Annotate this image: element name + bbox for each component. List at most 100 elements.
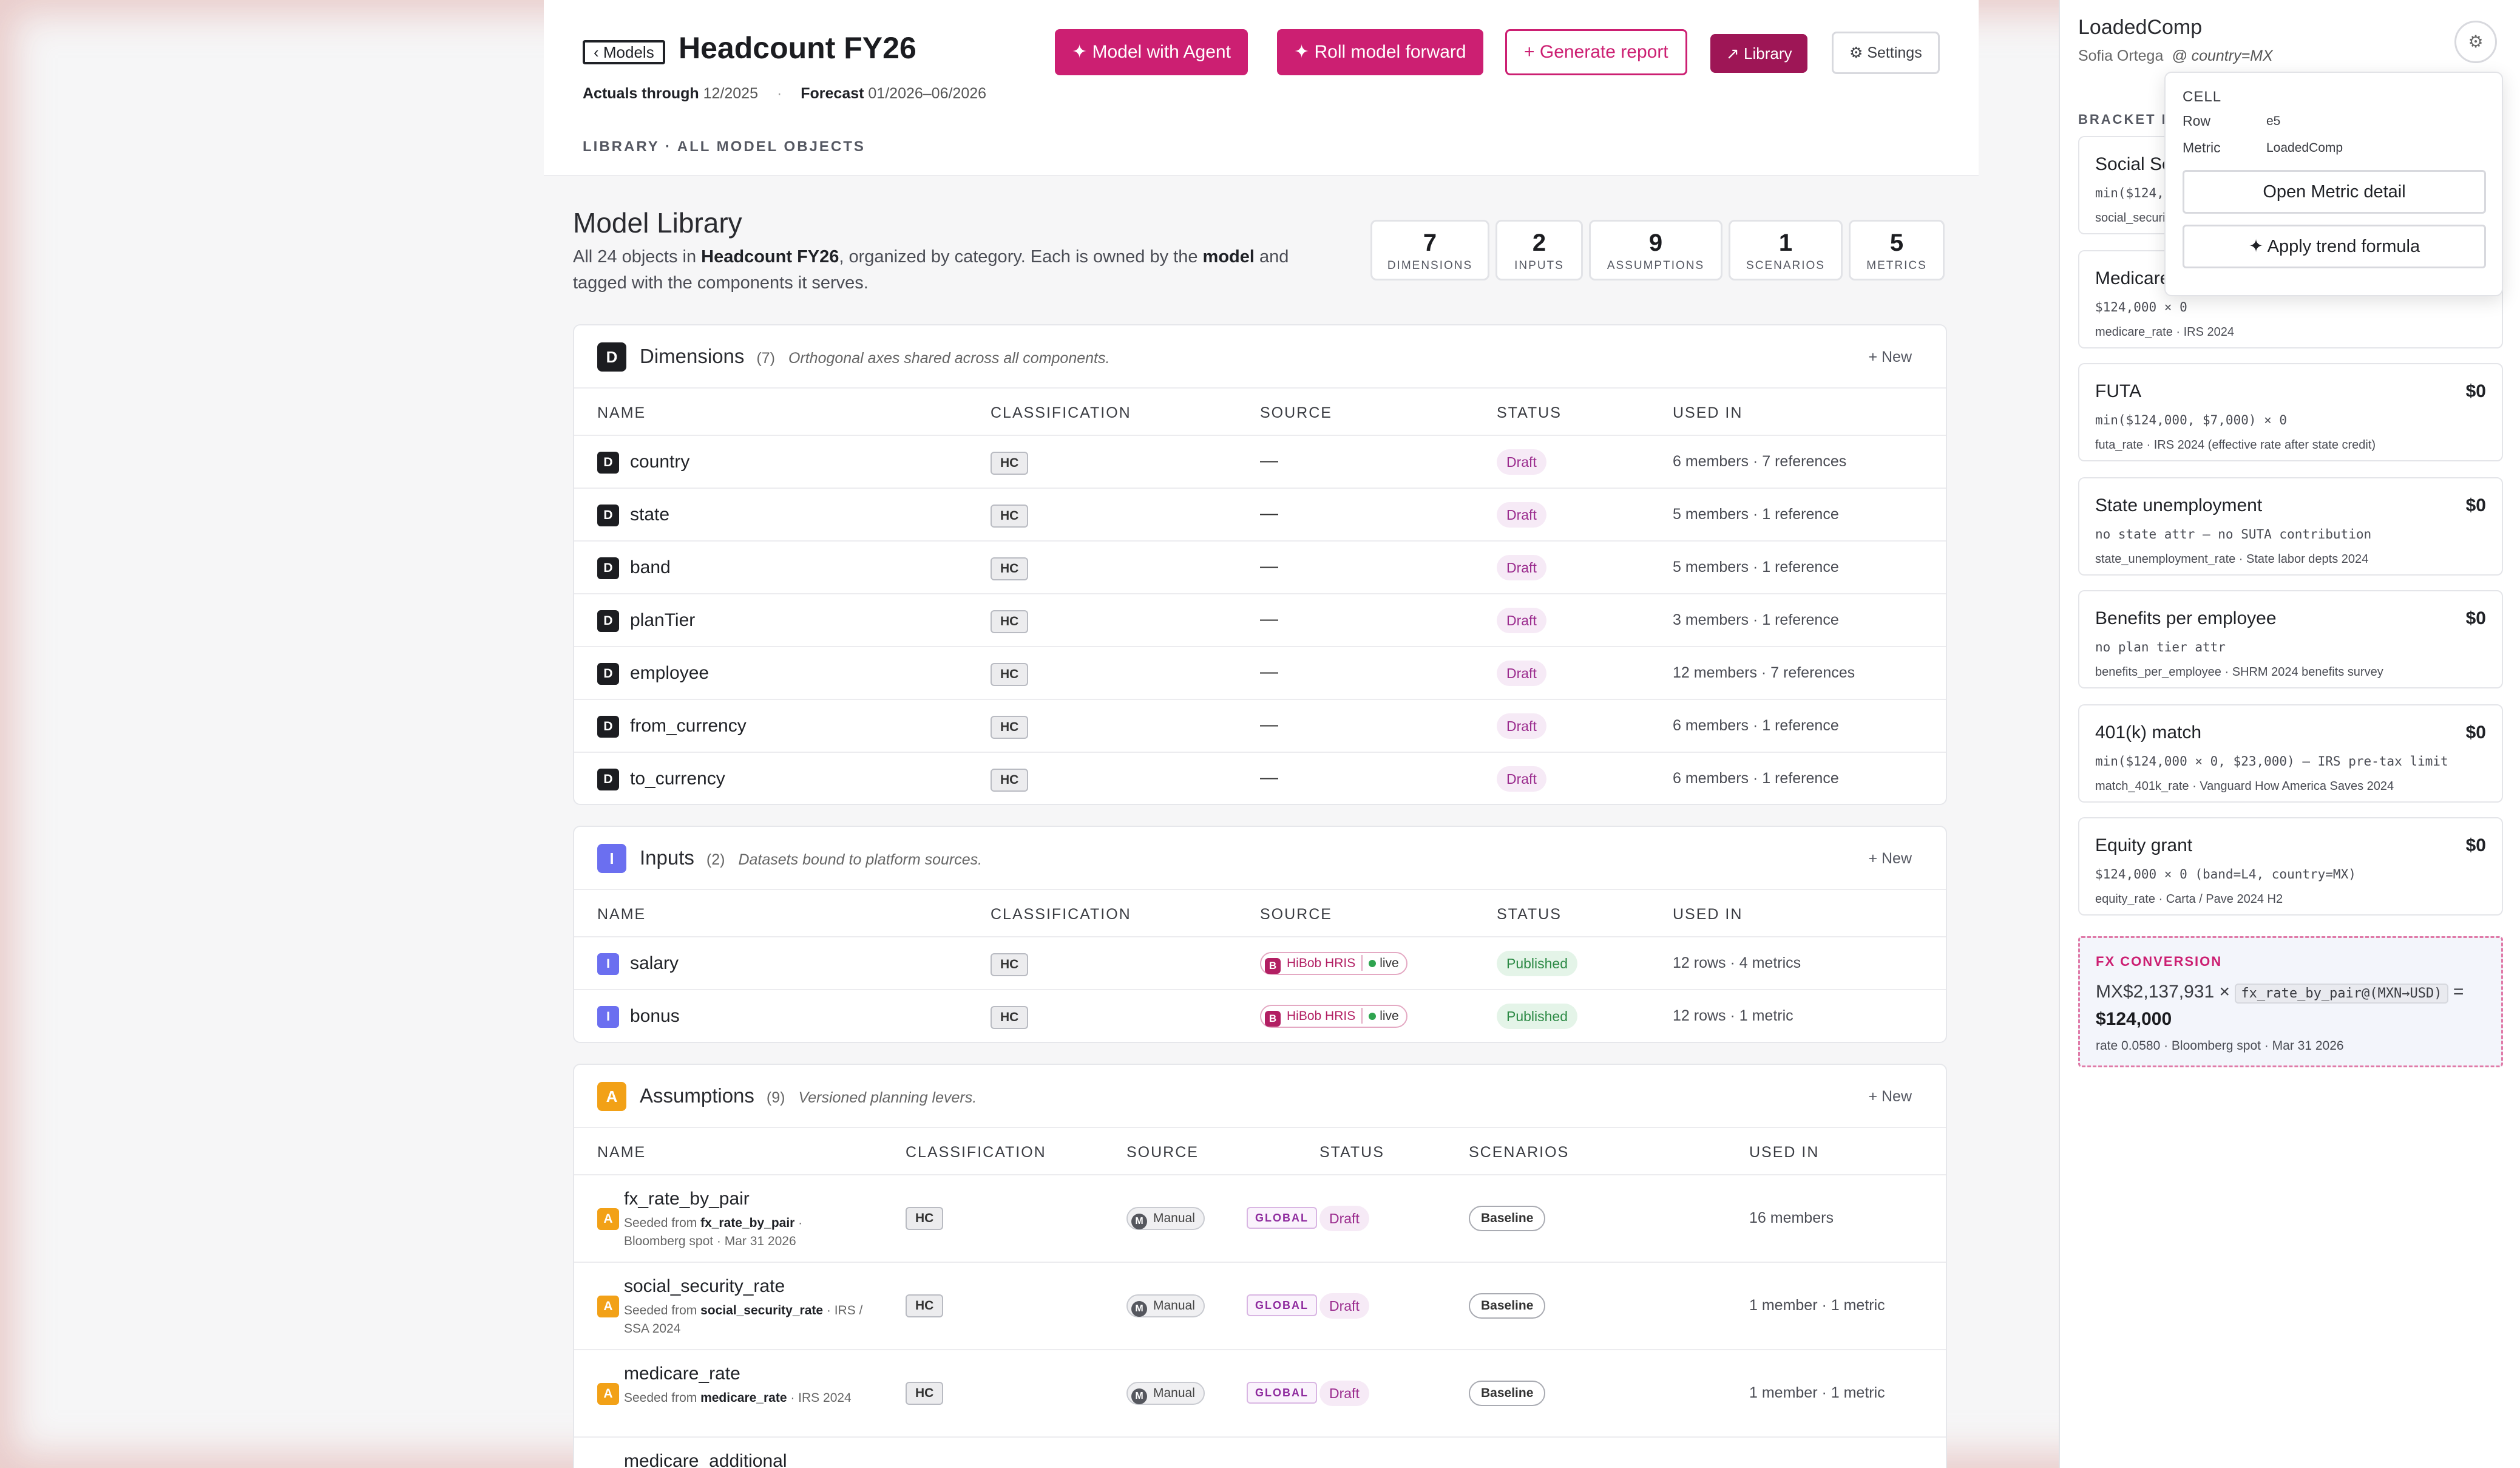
seed-ref: social_security_rate <box>700 1303 824 1317</box>
used-in-value: 6 members · 1 reference <box>1673 717 1839 734</box>
apply-trend-formula-button[interactable]: ✦ Apply trend formula <box>2183 225 2486 268</box>
status-badge: Draft <box>1497 661 1546 686</box>
manual-icon: M <box>1131 1301 1147 1317</box>
model-with-agent-button[interactable]: ✦ Model with Agent <box>1055 29 1248 75</box>
scenario-badge[interactable]: Baseline <box>1469 1381 1546 1406</box>
roll-model-forward-button[interactable]: ✦ Roll model forward <box>1277 29 1483 75</box>
metric-breakdown-card[interactable]: Benefits per employee $0 no plan tier attr… <box>2078 590 2503 688</box>
new-input-button[interactable]: + New <box>1868 850 1912 867</box>
assumption-badge-icon: A <box>597 1082 626 1111</box>
row-name[interactable]: bonus <box>630 1006 680 1026</box>
separator-dot: · <box>776 85 782 102</box>
row-label: Row <box>2183 113 2211 129</box>
generate-report-button[interactable]: + Generate report <box>1505 29 1687 75</box>
gear-icon[interactable]: ⚙ <box>2454 21 2497 63</box>
metric-breakdown-card[interactable]: FUTA $0 min($124,000, $7,000) × 0 futa_rate… <box>2078 363 2503 461</box>
stat-assumptions[interactable]: 9 ASSUMPTIONS <box>1589 220 1722 280</box>
new-dimension-button[interactable]: + New <box>1868 348 1912 365</box>
stat-count: 2 <box>1532 229 1546 256</box>
source-badge[interactable]: M Manual <box>1126 1382 1205 1405</box>
col-name[interactable]: NAME <box>597 906 646 923</box>
row-name[interactable]: medicare_rate <box>624 1364 740 1384</box>
col-name[interactable]: NAME <box>597 1144 646 1161</box>
col-used-in[interactable]: USED IN <box>1673 404 1743 421</box>
row-name[interactable]: planTier <box>630 610 696 630</box>
row-name[interactable]: employee <box>630 663 710 683</box>
metric-breakdown-card[interactable]: Equity grant $0 $124,000 × 0 (band=L4, cou… <box>2078 817 2503 916</box>
input-badge-icon: I <box>597 1006 619 1028</box>
stat-inputs[interactable]: 2 INPUTS <box>1495 220 1583 280</box>
col-scenarios[interactable]: SCENARIOS <box>1469 1144 1570 1161</box>
settings-button[interactable]: ⚙ Settings <box>1832 32 1940 74</box>
row-name[interactable]: state <box>630 505 670 525</box>
source-value: — <box>1260 556 1278 576</box>
col-classification[interactable]: CLASSIFICATION <box>991 404 1131 421</box>
status-badge: Draft <box>1319 1381 1369 1406</box>
col-used-in[interactable]: USED IN <box>1749 1144 1820 1161</box>
metric-breakdown-card[interactable]: 401(k) match $0 min($124,000 × 0, $23,000)… <box>2078 704 2503 803</box>
seed-suffix: · IRS / SSA 2024 <box>624 1303 863 1336</box>
col-source[interactable]: SOURCE <box>1260 404 1332 421</box>
stat-metrics[interactable]: 5 METRICS <box>1849 220 1945 280</box>
stat-scenarios[interactable]: 1 SCENARIOS <box>1729 220 1843 280</box>
fx-result: $124,000 <box>2096 1009 2172 1029</box>
classification-badge: HC <box>991 1006 1029 1029</box>
source-badge[interactable]: M Manual <box>1126 1294 1205 1317</box>
row-name[interactable]: social_security_rate <box>624 1276 785 1296</box>
scenario-badge[interactable]: Baseline <box>1469 1293 1546 1319</box>
col-source[interactable]: SOURCE <box>1260 906 1332 923</box>
card-title-text: Assumptions <box>640 1084 754 1107</box>
col-status[interactable]: STATUS <box>1497 404 1562 421</box>
stat-dimensions[interactable]: 7 DIMENSIONS <box>1370 220 1489 280</box>
row-name[interactable]: fx_rate_by_pair <box>624 1189 750 1209</box>
col-status[interactable]: STATUS <box>1319 1144 1384 1161</box>
actuals-label: Actuals through <box>583 85 699 102</box>
source-badge[interactable]: B HiBob HRIS live <box>1260 952 1407 975</box>
row-name[interactable]: country <box>630 452 690 472</box>
col-classification[interactable]: CLASSIFICATION <box>906 1144 1046 1161</box>
classification-badge: HC <box>991 505 1029 528</box>
used-in-value: 3 members · 1 reference <box>1673 611 1839 628</box>
row-name[interactable]: salary <box>630 953 679 973</box>
col-used-in[interactable]: USED IN <box>1673 906 1743 923</box>
status-badge: Draft <box>1319 1293 1369 1319</box>
fx-amount: MX$2,137,931 × <box>2096 982 2230 1002</box>
status-badge: Draft <box>1497 555 1546 580</box>
col-name[interactable]: NAME <box>597 404 646 421</box>
scenario-badge[interactable]: Baseline <box>1469 1206 1546 1231</box>
fx-header: FX CONVERSION <box>2096 954 2223 969</box>
used-in-value: 16 members <box>1749 1209 1834 1226</box>
open-metric-detail-button[interactable]: Open Metric detail <box>2183 170 2486 214</box>
desc-text: and tagged with the components it serves… <box>573 247 1289 293</box>
fx-rate-code: fx_rate_by_pair@(MXN→USD) <box>2235 984 2448 1004</box>
source-badge[interactable]: B HiBob HRIS live <box>1260 1005 1407 1028</box>
back-to-models-button[interactable]: ‹ Models <box>583 40 665 64</box>
row-name[interactable]: band <box>630 557 671 577</box>
new-assumption-button[interactable]: + New <box>1868 1088 1912 1105</box>
row-name[interactable]: to_currency <box>630 769 725 789</box>
col-status[interactable]: STATUS <box>1497 906 1562 923</box>
row-name[interactable]: from_currency <box>630 716 747 736</box>
metric-breakdown-card[interactable]: State unemployment $0 no state attr — no S… <box>2078 477 2503 576</box>
library-button[interactable]: ↗ Library <box>1710 34 1808 73</box>
table-header: NAME CLASSIFICATION SOURCE STATUS SCENAR… <box>574 1128 1946 1175</box>
row-name[interactable]: medicare_additional <box>624 1451 787 1468</box>
model-period-info: Actuals through 12/2025 · Forecast 01/20… <box>583 85 986 103</box>
source-badge[interactable]: M Manual <box>1126 1207 1205 1230</box>
col-classification[interactable]: CLASSIFICATION <box>991 906 1131 923</box>
col-source[interactable]: SOURCE <box>1126 1144 1199 1161</box>
